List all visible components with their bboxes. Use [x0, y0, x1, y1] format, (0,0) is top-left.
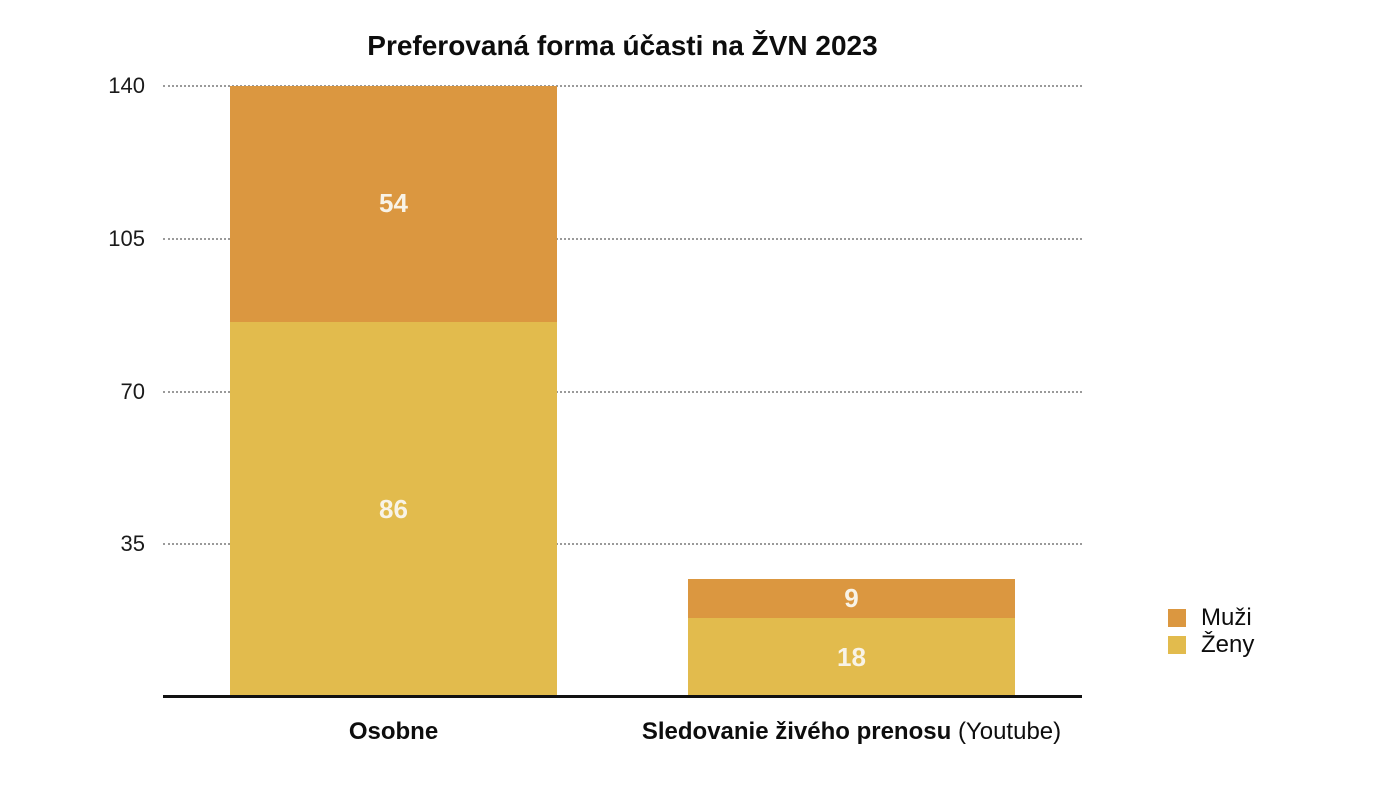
bar-value-label: 18: [837, 642, 866, 673]
x-axis-line: [163, 695, 1082, 698]
legend: Muži Ženy: [1168, 604, 1254, 658]
legend-label--eny: Ženy: [1201, 631, 1255, 658]
bar-value-label: 86: [379, 493, 408, 524]
x-axis-category-label-main: Osobne: [348, 718, 439, 745]
bar-segment--eny: 18: [688, 618, 1015, 697]
legend-swatch-mu-i: [1168, 608, 1186, 627]
bar-segment-mu-i: 9: [688, 579, 1015, 619]
y-axis-tick-label: 70: [120, 378, 145, 404]
bar-segment--eny: 86: [230, 321, 557, 697]
x-axis-category-label-main: Sledovanie živého prenosu: [641, 718, 952, 745]
x-axis-category-label: Sledovanie živého prenosu (Youtube): [642, 718, 1061, 746]
bar-value-label: 9: [844, 583, 859, 614]
y-axis-tick-label: 35: [120, 531, 145, 557]
y-axis-tick-label: 140: [108, 73, 145, 98]
gridline-70: [163, 390, 1082, 393]
gridline-105: [163, 237, 1082, 240]
chart-title: Preferovaná forma účasti na ŽVN 2023: [367, 30, 878, 61]
legend-item-mu-i: Muži: [1168, 604, 1254, 631]
bar-segment-mu-i: 54: [230, 86, 557, 322]
gridline-140: [163, 85, 1082, 87]
x-axis-category-label-suffix: (Youtube): [951, 718, 1062, 745]
bar-value-label: 54: [379, 188, 408, 219]
legend-label-mu-i: Muži: [1201, 604, 1252, 631]
legend-swatch--eny: [1168, 635, 1186, 654]
gridline-35: [163, 543, 1082, 546]
x-axis-category-label: Osobne: [349, 718, 438, 746]
legend-item--eny: Ženy: [1168, 631, 1254, 658]
y-axis-tick-label: 105: [108, 225, 145, 251]
